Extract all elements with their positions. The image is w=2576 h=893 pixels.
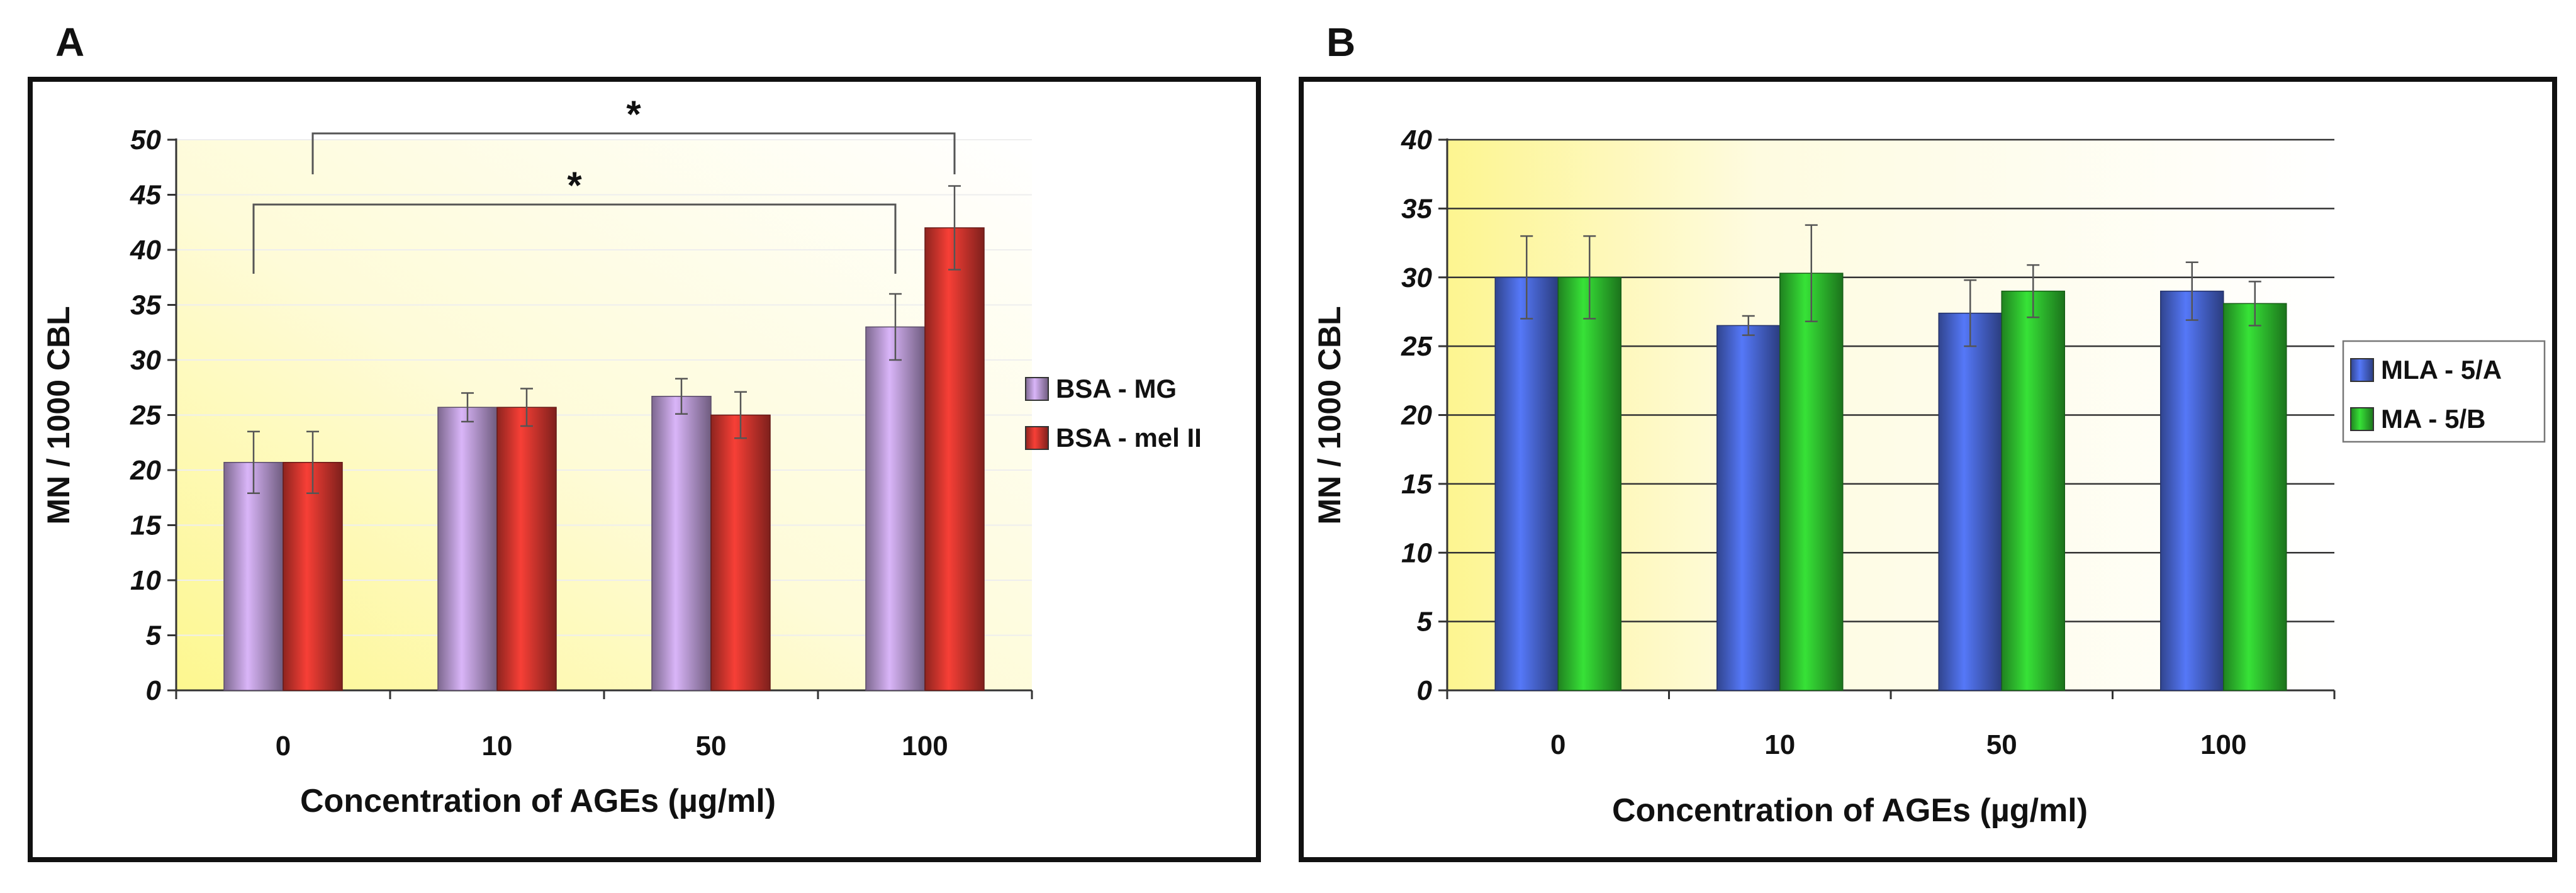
legend-box (2342, 340, 2546, 443)
y-tick-label: 35 (1401, 193, 1432, 224)
panel-label-b: B (1326, 20, 1356, 65)
y-tick-label: 45 (130, 180, 161, 211)
bar-a-bsa-mg-10 (437, 407, 498, 691)
y-tick-label: 25 (1401, 331, 1432, 362)
y-axis-title: MN / 1000 CBL (1312, 306, 1347, 524)
bar-b-ma-5-b-10 (1779, 272, 1844, 691)
y-tick-label: 10 (130, 565, 161, 596)
bar-b-mla-5-a-100 (2160, 290, 2224, 691)
legend-swatch (2350, 407, 2374, 431)
y-tick-label: 5 (146, 621, 162, 651)
panel-label-a: A (55, 20, 85, 65)
bar-a-bsa-mel-ii-0 (283, 462, 343, 691)
bar-b-ma-5-b-100 (2223, 303, 2287, 691)
y-tick-label: 40 (1401, 125, 1432, 155)
y-tick-label: 0 (1417, 675, 1433, 706)
y-tick-label: 50 (130, 125, 161, 155)
bar-b-mla-5-a-10 (1716, 325, 1781, 691)
legend-label: BSA - MG (1056, 374, 1177, 403)
y-tick-label: 0 (146, 675, 162, 706)
significance-bracket (252, 203, 897, 274)
y-tick-label: 30 (1401, 262, 1432, 293)
significance-star: * (567, 164, 582, 206)
bar-b-ma-5-b-0 (1557, 277, 1621, 691)
legend-swatch (1025, 377, 1049, 401)
bar-a-bsa-mg-50 (651, 396, 712, 691)
x-axis-title: Concentration of AGEs (µg/ml) (300, 783, 776, 819)
bar-a-bsa-mel-ii-10 (496, 407, 557, 691)
x-axis-title: Concentration of AGEs (µg/ml) (1612, 792, 2088, 829)
y-tick-label: 20 (130, 455, 161, 486)
y-tick-label: 15 (130, 510, 161, 541)
legend-label: MA - 5/B (2381, 404, 2485, 434)
x-tick-label: 100 (902, 731, 948, 761)
x-tick-label: 10 (1764, 729, 1795, 760)
x-tick-label: 0 (1550, 729, 1565, 760)
bar-a-bsa-mel-ii-100 (924, 227, 985, 691)
bar-a-bsa-mg-100 (865, 326, 926, 691)
x-tick-label: 10 (482, 731, 513, 761)
y-axis-title: MN / 1000 CBL (41, 306, 76, 524)
bar-a-bsa-mg-0 (223, 462, 284, 691)
significance-star: * (626, 93, 641, 135)
significance-bracket (311, 132, 956, 174)
y-tick-label: 30 (130, 345, 161, 376)
x-tick-label: 0 (276, 731, 291, 761)
legend-swatch (1025, 426, 1049, 450)
y-tick-label: 10 (1401, 537, 1432, 568)
y-tick-label: 15 (1401, 469, 1432, 500)
y-tick-label: 20 (1401, 400, 1432, 431)
x-tick-label: 50 (696, 731, 727, 761)
bar-b-mla-5-a-50 (1938, 312, 2002, 691)
legend-swatch (2350, 358, 2374, 382)
bar-a-bsa-mel-ii-50 (710, 414, 771, 691)
y-tick-label: 40 (130, 235, 161, 266)
bar-b-ma-5-b-50 (2001, 290, 2065, 691)
x-tick-label: 100 (2200, 729, 2246, 760)
y-tick-label: 25 (130, 400, 161, 431)
bar-b-mla-5-a-0 (1494, 277, 1559, 691)
y-tick-label: 35 (130, 290, 161, 321)
x-tick-label: 50 (1986, 729, 2017, 760)
y-tick-label: 5 (1417, 607, 1433, 637)
legend-label: BSA - mel II (1056, 423, 1202, 452)
legend-label: MLA - 5/A (2381, 355, 2502, 385)
